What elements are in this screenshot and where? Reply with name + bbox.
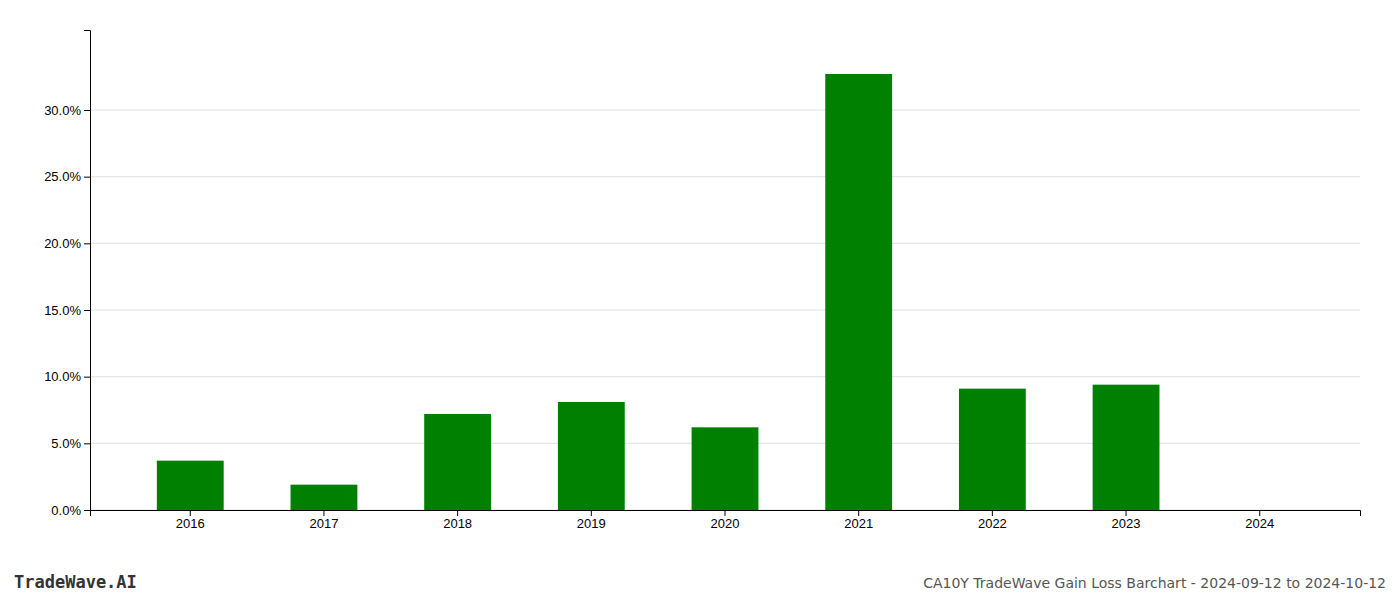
y-axis: 0.0% 5.0% 10.0% 15.0% 20.0% 25.0% 30.0% bbox=[44, 31, 90, 518]
grid-line bbox=[90, 243, 1360, 244]
y-tick: 25.0% bbox=[44, 169, 90, 184]
x-tick: 2021 bbox=[844, 510, 873, 531]
y-tick-mark bbox=[84, 377, 90, 378]
y-tick: 15.0% bbox=[44, 303, 90, 318]
x-tick: 2018 bbox=[443, 510, 472, 531]
y-tick-label: 5.0% bbox=[51, 436, 81, 451]
y-tick-mark bbox=[84, 510, 90, 511]
x-tick: 2017 bbox=[309, 510, 338, 531]
x-tick-label: 2016 bbox=[176, 516, 205, 531]
y-tick-mark bbox=[84, 110, 90, 111]
x-tick-mark bbox=[725, 510, 726, 516]
x-tick-label: 2024 bbox=[1245, 516, 1274, 531]
x-tick-mark bbox=[1259, 510, 1260, 516]
y-tick-label: 0.0% bbox=[51, 503, 81, 518]
grid-line bbox=[90, 176, 1360, 177]
x-tick: 2023 bbox=[1112, 510, 1141, 531]
bar bbox=[1093, 385, 1160, 510]
y-tick: 20.0% bbox=[44, 236, 90, 251]
y-tick-label: 20.0% bbox=[44, 236, 81, 251]
watermark: TradeWave.AI bbox=[14, 572, 137, 592]
grid-line bbox=[90, 376, 1360, 377]
x-tick: 2019 bbox=[577, 510, 606, 531]
bar bbox=[424, 414, 491, 510]
bars bbox=[157, 74, 1160, 510]
x-tick-label: 2018 bbox=[443, 516, 472, 531]
x-tick: 2020 bbox=[711, 510, 740, 531]
chart: 0.0%5.0%10.0%15.0%20.0%25.0%30.0%2016201… bbox=[0, 0, 1400, 600]
y-tick: 0.0% bbox=[51, 503, 90, 518]
x-tick-mark bbox=[858, 510, 859, 516]
y-tick-label: 10.0% bbox=[44, 369, 81, 384]
x-tick-label: 2022 bbox=[978, 516, 1007, 531]
y-tick-mark bbox=[84, 310, 90, 311]
x-tick-label: 2021 bbox=[844, 516, 873, 531]
bar bbox=[157, 461, 224, 510]
x-axis-line bbox=[91, 511, 1361, 517]
x-tick-mark bbox=[1126, 510, 1127, 516]
y-tick: 10.0% bbox=[44, 369, 90, 384]
x-tick-mark bbox=[992, 510, 993, 516]
x-tick-mark bbox=[323, 510, 324, 516]
x-tick-mark bbox=[190, 510, 191, 516]
plot-area: 0.0%5.0%10.0%15.0%20.0%25.0%30.0%2016201… bbox=[44, 31, 1360, 532]
x-tick-label: 2023 bbox=[1112, 516, 1141, 531]
y-axis-line bbox=[84, 31, 91, 511]
y-tick-label: 25.0% bbox=[44, 169, 81, 184]
bar bbox=[959, 389, 1026, 510]
y-tick-label: 30.0% bbox=[44, 103, 81, 118]
y-tick: 30.0% bbox=[44, 103, 90, 118]
x-tick-mark bbox=[591, 510, 592, 516]
bar bbox=[692, 427, 759, 510]
bar bbox=[825, 74, 892, 510]
bar bbox=[1226, 510, 1293, 511]
title: CA10Y TradeWave Gain Loss Barchart - 202… bbox=[923, 575, 1386, 591]
x-tick: 2022 bbox=[978, 510, 1007, 531]
grid-line bbox=[90, 110, 1360, 111]
x-tick-label: 2020 bbox=[711, 516, 740, 531]
x-tick: 2016 bbox=[176, 510, 205, 531]
y-tick-mark bbox=[84, 177, 90, 178]
x-tick-label: 2017 bbox=[309, 516, 338, 531]
bar bbox=[291, 485, 358, 510]
x-axis: 2016 2017 2018 2019 2020 2021 2022 2023 2024 bbox=[91, 510, 1361, 531]
y-tick-mark bbox=[84, 443, 90, 444]
grid-line bbox=[90, 310, 1360, 311]
bar bbox=[558, 402, 625, 510]
y-tick: 5.0% bbox=[51, 436, 90, 451]
y-tick-label: 15.0% bbox=[44, 303, 81, 318]
y-tick-mark bbox=[84, 243, 90, 244]
grid bbox=[90, 110, 1360, 510]
x-tick: 2024 bbox=[1245, 510, 1274, 531]
x-tick-label: 2019 bbox=[577, 516, 606, 531]
x-tick-mark bbox=[457, 510, 458, 516]
